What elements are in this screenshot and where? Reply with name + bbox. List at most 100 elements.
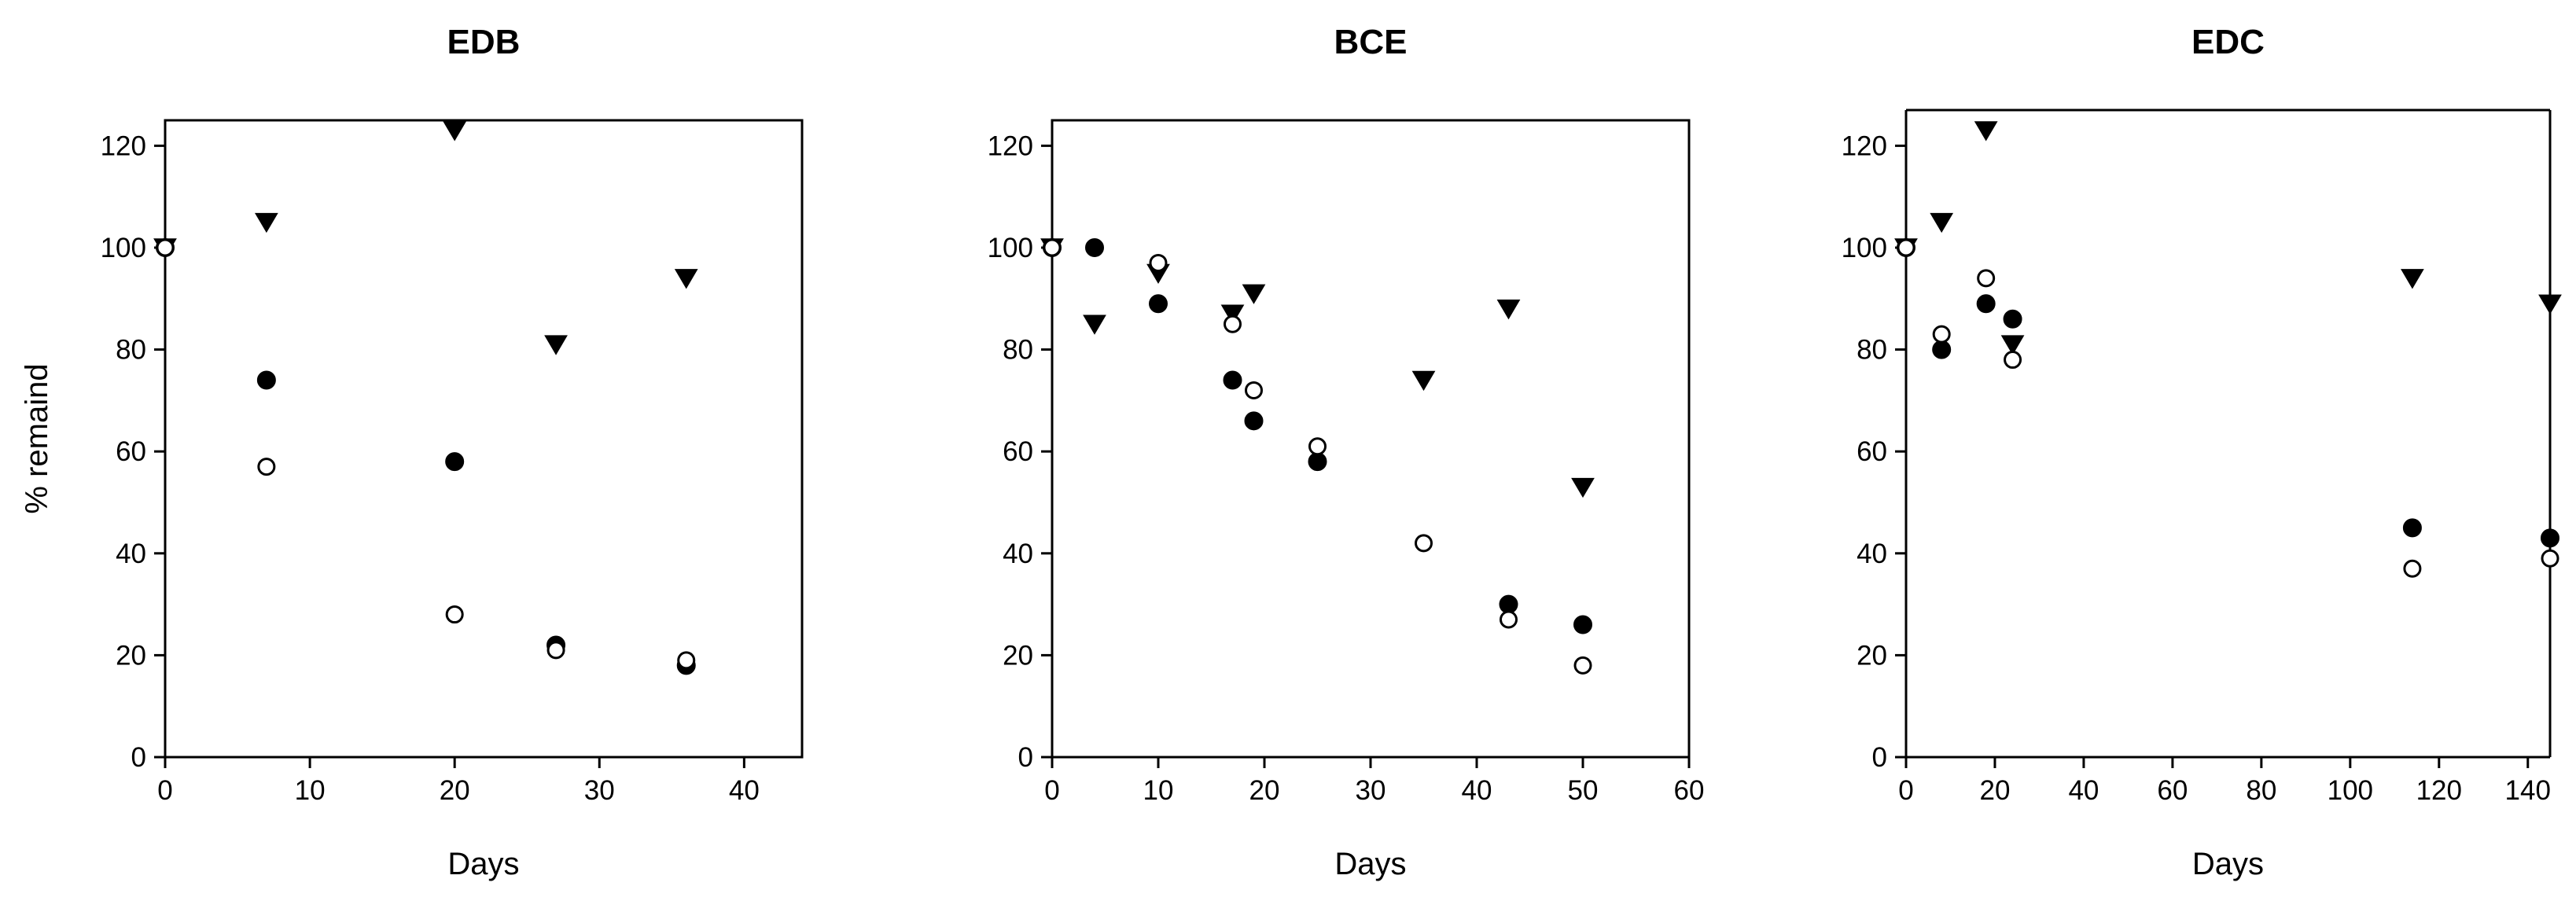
data-point-triangle	[1496, 300, 1521, 320]
data-point-triangle	[254, 212, 278, 234]
data-point-triangle	[443, 121, 467, 142]
x-tick-label: 0	[157, 775, 172, 806]
y-tick-label: 80	[1003, 335, 1033, 366]
data-point-open-circle	[1043, 238, 1062, 257]
plot-frame	[164, 119, 804, 759]
data-point-triangle	[2401, 269, 2424, 289]
data-point-filled-circle	[1085, 238, 1104, 257]
data-point-open-circle	[2541, 549, 2559, 568]
data-point-open-circle	[2403, 559, 2422, 578]
data-point-filled-circle	[1149, 294, 1168, 314]
data-point-triangle	[1220, 304, 1245, 325]
x-tick-label: 20	[1979, 775, 2010, 806]
y-tick-label: 120	[1842, 131, 1887, 161]
y-tick-label: 60	[1857, 436, 1887, 467]
x-tick-label: 30	[584, 775, 615, 806]
x-tick-label: 140	[2505, 775, 2551, 806]
y-tick-label: 80	[116, 335, 146, 366]
data-point-filled-circle	[1308, 452, 1327, 472]
data-point-filled-circle	[256, 370, 276, 390]
chart-title: EDC	[2191, 23, 2265, 61]
y-tick-label: 20	[116, 640, 146, 671]
data-point-triangle	[1083, 314, 1106, 335]
y-tick-label: 40	[1857, 539, 1887, 569]
plot-frame	[1051, 119, 1691, 759]
data-point-triangle	[1242, 284, 1266, 304]
data-point-open-circle	[156, 238, 175, 257]
data-point-open-circle	[1932, 325, 1951, 344]
data-point-triangle	[1974, 121, 1998, 142]
y-tick-label: 20	[1857, 640, 1887, 671]
y-tick-label: 40	[1003, 539, 1033, 569]
data-point-triangle	[2000, 335, 2025, 355]
data-point-open-circle	[445, 605, 464, 624]
data-point-filled-circle	[1976, 294, 1996, 314]
y-tick-label: 60	[1003, 436, 1033, 467]
x-axis-label: Days	[1334, 847, 1406, 881]
data-point-triangle	[1411, 370, 1436, 392]
chart-title: EDB	[447, 23, 521, 61]
y-tick-label: 40	[116, 539, 146, 569]
y-tick-label: 120	[101, 131, 146, 161]
data-point-triangle	[1571, 477, 1595, 498]
x-tick-label: 40	[729, 775, 760, 806]
y-tick-label: 0	[131, 742, 146, 773]
x-tick-label: 80	[2246, 775, 2276, 806]
x-tick-label: 100	[2328, 775, 2373, 806]
data-point-open-circle	[1245, 381, 1263, 399]
y-tick-label: 100	[1842, 233, 1887, 263]
x-tick-label: 10	[1143, 775, 1174, 806]
data-point-open-circle	[546, 641, 565, 660]
data-point-filled-circle	[1499, 594, 1518, 614]
data-point-filled-circle	[445, 452, 465, 472]
data-point-open-circle	[1500, 610, 1518, 629]
data-point-filled-circle	[2402, 518, 2422, 538]
data-point-triangle	[2538, 294, 2562, 314]
x-tick-label: 120	[2416, 775, 2462, 806]
data-point-filled-circle	[1932, 340, 1952, 359]
x-axis-label: Days	[447, 847, 519, 881]
y-tick-label: 60	[116, 436, 146, 467]
y-tick-label: 0	[1872, 742, 1887, 773]
x-tick-label: 10	[295, 775, 326, 806]
y-tick-label: 20	[1003, 640, 1033, 671]
data-point-open-circle	[1573, 656, 1592, 675]
data-point-open-circle	[257, 458, 276, 476]
x-tick-label: 40	[1462, 775, 1492, 806]
data-point-filled-circle	[1223, 370, 1242, 390]
chart-panel-edb: EDB 0 20 40 60 80 100 120 0 10 20 30 40 Days % remaind	[20, 23, 804, 881]
y-tick-label: 100	[988, 233, 1033, 263]
x-tick-label: 0	[1898, 775, 1913, 806]
x-axis-label: Days	[2192, 847, 2264, 881]
x-tick-label: 60	[1674, 775, 1705, 806]
x-tick-label: 0	[1044, 775, 1059, 806]
chart-panel-edc: EDC 0 20 40 60 80 100 120 0 20 40 60 80 100 120 140 Days	[1842, 23, 2562, 881]
x-tick-label: 50	[1568, 775, 1599, 806]
data-point-open-circle	[1415, 534, 1433, 553]
chart-title: BCE	[1334, 23, 1408, 61]
y-tick-label: 120	[988, 131, 1033, 161]
data-point-open-circle	[1224, 314, 1242, 333]
data-point-filled-circle	[1573, 615, 1592, 634]
x-tick-label: 20	[440, 775, 470, 806]
x-tick-label: 20	[1249, 775, 1280, 806]
y-tick-label: 100	[101, 233, 146, 263]
data-point-triangle	[674, 269, 698, 289]
x-tick-label: 60	[2157, 775, 2188, 806]
y-tick-label: 80	[1857, 335, 1887, 366]
data-point-filled-circle	[2003, 309, 2022, 329]
x-tick-label: 40	[2068, 775, 2099, 806]
data-point-open-circle	[2004, 351, 2022, 370]
y-tick-label: 0	[1018, 742, 1033, 773]
data-point-triangle	[544, 335, 568, 355]
data-point-open-circle	[1977, 269, 1996, 288]
y-axis-label: % remaind	[20, 363, 54, 513]
data-point-open-circle	[1149, 253, 1168, 272]
data-point-filled-circle	[2541, 528, 2559, 548]
data-point-open-circle	[677, 651, 696, 670]
data-point-filled-circle	[1244, 411, 1264, 431]
data-point-open-circle	[1308, 437, 1327, 456]
x-tick-label: 30	[1356, 775, 1386, 806]
data-point-open-circle	[1897, 238, 1915, 257]
